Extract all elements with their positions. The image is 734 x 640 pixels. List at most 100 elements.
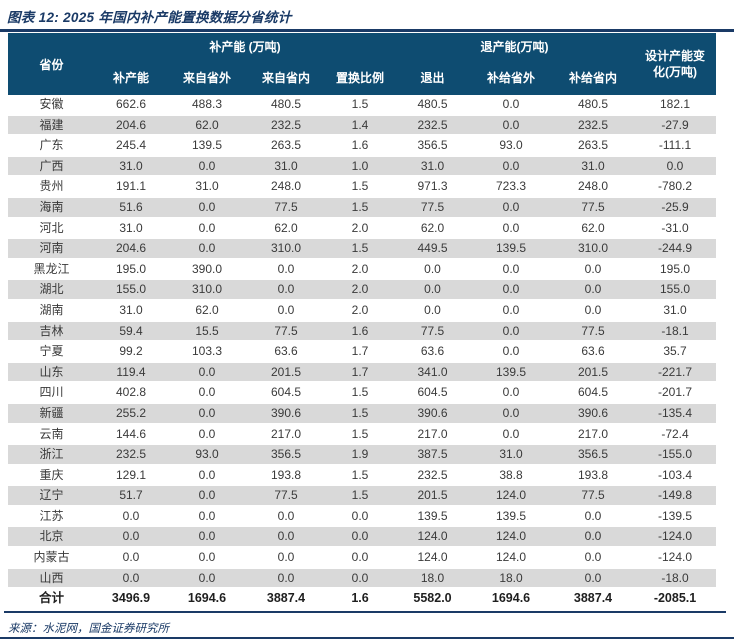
table-row: 北京 0.0 0.0 0.0 0.0 124.0 124.0 0.0 -124.0 xyxy=(8,526,717,549)
header-group-add-capacity: 补产能 (万吨) xyxy=(95,33,396,59)
cell-value: 0.0 xyxy=(167,423,247,446)
cell-value: 0.0 xyxy=(470,299,553,322)
cell-province: 四川 xyxy=(8,382,95,404)
cell-province: 山东 xyxy=(8,361,95,384)
cell-value: 77.5 xyxy=(552,320,635,343)
cell-province: 合计 xyxy=(8,588,95,610)
cell-value: 217.0 xyxy=(247,423,325,446)
cell-value: 310.0 xyxy=(247,238,325,260)
cell-value: 604.5 xyxy=(552,382,635,404)
cell-value: 0.0 xyxy=(167,361,247,384)
cell-value: 0.0 xyxy=(395,299,471,322)
cell-value: -31.0 xyxy=(634,217,717,240)
cell-value: 31.0 xyxy=(247,155,325,178)
cell-province: 广东 xyxy=(8,135,95,157)
cell-value: 77.5 xyxy=(552,485,635,507)
cell-value: 604.5 xyxy=(395,382,471,404)
cell-value: -124.0 xyxy=(634,526,717,549)
cell-value: 0.0 xyxy=(247,258,325,281)
cell-value: 0.0 xyxy=(95,567,167,590)
cell-value: -25.9 xyxy=(634,196,717,219)
source-note: 来源：水泥网，国金证券研究所 xyxy=(8,623,169,635)
cell-value: 1.7 xyxy=(325,361,396,384)
cell-value: 77.5 xyxy=(552,196,635,219)
cell-value: 2.0 xyxy=(325,217,396,240)
cell-value: 0.0 xyxy=(167,217,247,240)
cell-value: -18.0 xyxy=(634,567,717,590)
cell-value: 0.0 xyxy=(395,279,471,301)
table-row: 新疆 255.2 0.0 390.6 1.5 390.6 0.0 390.6 -135.4 xyxy=(8,402,717,425)
cell-value: 18.0 xyxy=(470,567,553,590)
cell-province: 河北 xyxy=(8,217,95,240)
cell-value: 356.5 xyxy=(552,444,635,466)
cell-value: 1.5 xyxy=(325,95,396,116)
cell-value: 204.6 xyxy=(95,238,167,260)
cell-value: 195.0 xyxy=(95,258,167,281)
cell-value: 5582.0 xyxy=(395,588,471,610)
cell-value: 3887.4 xyxy=(247,588,325,610)
cell-value: -149.8 xyxy=(634,485,717,507)
table-row: 贵州 191.1 31.0 248.0 1.5 971.3 723.3 248.0 -780.2 xyxy=(8,176,717,198)
cell-value: 0.0 xyxy=(395,258,471,281)
cell-value: -135.4 xyxy=(634,402,717,425)
cell-value: 2.0 xyxy=(325,299,396,322)
cell-value: 263.5 xyxy=(552,135,635,157)
cell-value: 139.5 xyxy=(395,505,471,528)
cell-value: 971.3 xyxy=(395,176,471,198)
cell-value: 0.0 xyxy=(552,547,635,569)
cell-value: 139.5 xyxy=(470,505,553,528)
cell-value: 1.5 xyxy=(325,196,396,219)
total-row: 合计 3496.9 1694.6 3887.4 1.6 5582.0 1694.6 3887.… xyxy=(8,588,717,610)
cell-value: 31.0 xyxy=(167,176,247,198)
cell-value: 232.5 xyxy=(395,114,471,137)
cell-value: 124.0 xyxy=(470,485,553,507)
cell-value: 1.5 xyxy=(325,402,396,425)
cell-value: 356.5 xyxy=(247,444,325,466)
cell-value: 0.0 xyxy=(470,114,553,137)
cell-value: 0.0 xyxy=(95,547,167,569)
cell-value: 0.0 xyxy=(247,279,325,301)
cell-value: 2.0 xyxy=(325,279,396,301)
cell-value: 0.0 xyxy=(167,464,247,487)
cell-value: 1.5 xyxy=(325,485,396,507)
cell-value: 63.6 xyxy=(552,341,635,363)
cell-value: 1.5 xyxy=(325,464,396,487)
cell-value: 0.0 xyxy=(470,95,553,116)
cell-value: 1.0 xyxy=(325,155,396,178)
cell-value: 15.5 xyxy=(167,320,247,343)
cell-value: 390.6 xyxy=(247,402,325,425)
bottom-divider-line xyxy=(0,637,734,639)
header-group-exit-capacity: 退产能(万吨) xyxy=(395,33,635,59)
header-design-capacity-change: 设计产能变化(万吨) xyxy=(634,33,717,95)
cell-province: 云南 xyxy=(8,423,95,446)
subheader-supply-inside-province: 补给省内 xyxy=(552,59,635,95)
cell-value: 38.8 xyxy=(470,464,553,487)
cell-value: 0.0 xyxy=(95,505,167,528)
cell-value: 0.0 xyxy=(470,423,553,446)
cell-value: 662.6 xyxy=(95,95,167,116)
cell-value: 99.2 xyxy=(95,341,167,363)
cell-value: 0.0 xyxy=(470,320,553,343)
cell-value: 0.0 xyxy=(552,258,635,281)
cell-province: 湖北 xyxy=(8,279,95,301)
cell-value: 103.3 xyxy=(167,341,247,363)
cell-value: 139.5 xyxy=(470,238,553,260)
cell-province: 河南 xyxy=(8,238,95,260)
table-row: 湖北 155.0 310.0 0.0 2.0 0.0 0.0 0.0 155.0 xyxy=(8,279,717,301)
header-group-row: 省份 补产能 (万吨) 退产能(万吨) 设计产能变化(万吨) xyxy=(8,33,717,95)
cell-value: 0.0 xyxy=(325,547,396,569)
cell-value: 204.6 xyxy=(95,114,167,137)
cell-value: 0.0 xyxy=(470,217,553,240)
cell-province: 新疆 xyxy=(8,402,95,425)
subheader-from-inside-province: 来自省内 xyxy=(247,59,325,95)
top-divider-line xyxy=(0,29,734,32)
cell-value: 0.0 xyxy=(167,567,247,590)
cell-value: 341.0 xyxy=(395,361,471,384)
cell-province: 广西 xyxy=(8,155,95,178)
cell-value: 0.0 xyxy=(247,567,325,590)
cell-value: 0.0 xyxy=(325,505,396,528)
cell-value: 77.5 xyxy=(247,485,325,507)
cell-value: 1.5 xyxy=(325,176,396,198)
table-row: 海南 51.6 0.0 77.5 1.5 77.5 0.0 77.5 -25.9 xyxy=(8,196,717,219)
total-divider-line xyxy=(4,611,726,613)
